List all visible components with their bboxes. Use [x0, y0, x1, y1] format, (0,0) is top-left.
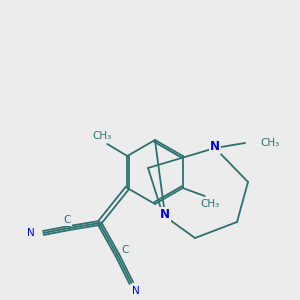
Text: CH₃: CH₃	[200, 199, 219, 209]
Text: N: N	[210, 140, 220, 152]
Text: N: N	[132, 286, 140, 296]
Text: N: N	[27, 228, 35, 238]
Text: C: C	[122, 245, 129, 255]
Text: C: C	[64, 215, 71, 225]
Text: CH₃: CH₃	[93, 131, 112, 141]
Text: N: N	[160, 208, 170, 221]
Text: CH₃: CH₃	[260, 138, 279, 148]
